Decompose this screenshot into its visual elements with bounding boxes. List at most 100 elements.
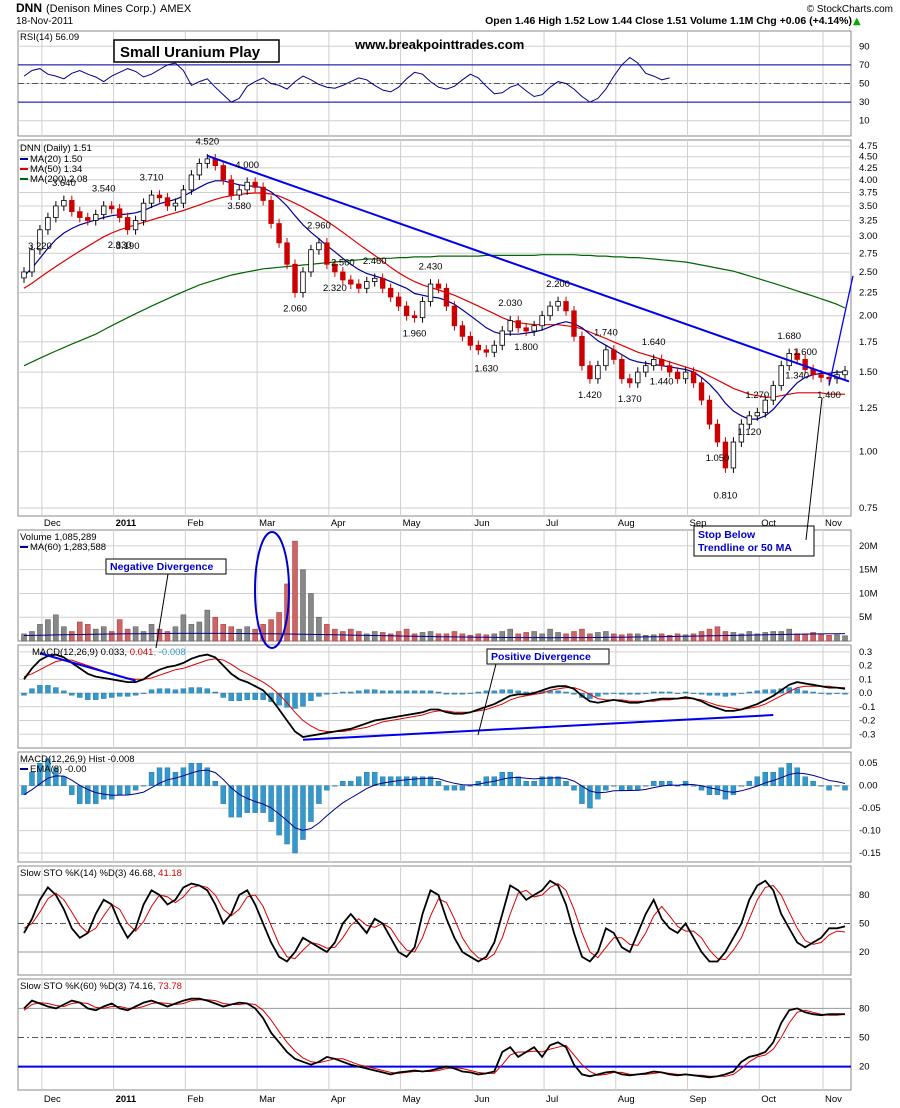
macd-hist-bar xyxy=(595,692,601,697)
macd-hist-bar xyxy=(332,692,338,694)
volume-bar xyxy=(746,631,753,642)
hist-bar xyxy=(77,785,83,804)
macd-hist-bar xyxy=(324,692,330,695)
candle-body xyxy=(387,287,394,298)
hist-bar xyxy=(635,785,641,791)
macd-hist-bar xyxy=(180,688,187,694)
candle-body xyxy=(148,194,155,204)
hist-bar xyxy=(443,785,450,791)
play-title-box xyxy=(113,39,280,63)
candle-body xyxy=(124,217,131,231)
price-label: 1.420 xyxy=(578,390,602,401)
candle-body xyxy=(563,301,569,312)
macd-hist-bar xyxy=(93,692,99,700)
volume-bar xyxy=(483,634,490,642)
sto60-label: Slow STO %K(60) %D(3) 74.16, 73.78 xyxy=(20,981,182,992)
macd-hist-bar xyxy=(29,688,35,694)
volume-bar xyxy=(403,628,410,642)
hist-bar xyxy=(411,776,418,786)
x-month-label-top: Apr xyxy=(331,518,346,529)
hist-bar xyxy=(196,763,203,786)
price-label: 3.190 xyxy=(116,241,140,252)
candle-body xyxy=(156,194,163,199)
sto14-label-k: Slow STO %K(14) %D(3) 46.68, xyxy=(20,868,158,879)
macd-hist-bar xyxy=(21,692,27,696)
macd-positive-divergence-line xyxy=(302,714,774,741)
candle-body xyxy=(140,202,147,221)
hist-bar xyxy=(754,776,761,786)
volume-bar xyxy=(29,631,35,642)
hist-bar xyxy=(252,785,258,813)
price-label: 1.440 xyxy=(650,377,674,388)
volume-tick-label: 20M xyxy=(859,541,878,552)
price-label: 1.400 xyxy=(817,390,841,401)
candle-body xyxy=(260,186,266,201)
candle-body xyxy=(419,301,426,319)
hist-bar xyxy=(563,780,569,786)
macd-tick-label: 0.3 xyxy=(859,647,872,658)
hist-bar xyxy=(523,780,529,786)
volume-bar xyxy=(316,616,322,642)
volume-bar xyxy=(706,628,713,642)
x-month-label-bottom: Nov xyxy=(825,1094,842,1105)
candle-body xyxy=(228,179,234,196)
candle-body xyxy=(116,208,123,218)
hist-tick-label: -0.05 xyxy=(859,803,881,814)
macd-hist-bar xyxy=(212,691,219,694)
macd-hist-bar xyxy=(714,692,721,696)
volume-bar xyxy=(204,609,211,642)
price-tick-label: 2.50 xyxy=(859,267,878,278)
volume-bar xyxy=(148,624,155,642)
candle-body xyxy=(547,305,553,317)
hist-bar xyxy=(682,780,689,786)
sto60-tick-label: 80 xyxy=(859,1003,870,1014)
volume-bar xyxy=(794,633,800,642)
volume-bar xyxy=(61,626,67,642)
candle-body xyxy=(523,327,529,332)
price-label: 1.370 xyxy=(618,394,642,405)
macd-hist-bar xyxy=(802,690,808,694)
play-title: Small Uranium Play xyxy=(120,44,261,61)
price-label: 1.800 xyxy=(514,342,538,353)
price-tick-label: 3.75 xyxy=(859,187,878,198)
rsi-tick-label: 70 xyxy=(859,60,870,71)
price-tick-label: 1.25 xyxy=(859,403,878,414)
hist-bar xyxy=(29,772,35,786)
candle-body xyxy=(770,385,776,401)
ma-legend-label: MA(50) 1.34 xyxy=(30,164,82,175)
candle-body xyxy=(29,249,35,273)
macd-tick-label: -0.2 xyxy=(859,716,875,727)
hist-tick-label: -0.15 xyxy=(859,848,881,859)
macd-hist-bar xyxy=(435,691,442,694)
hist-bar xyxy=(340,780,346,786)
macd-hist-bar xyxy=(292,692,298,709)
volume-bar xyxy=(340,631,346,642)
macd-hist-bar xyxy=(619,692,625,695)
candle-body xyxy=(603,349,609,367)
x-axis-top: Dec 2011 Feb Mar Apr May Jun Jul Aug Sep Oct Nov xyxy=(44,518,842,529)
macd-hist-bar xyxy=(196,687,203,694)
macd-hist-bar xyxy=(228,692,234,701)
up-arrow-icon: ▲ xyxy=(853,16,861,27)
hist-bar xyxy=(140,785,147,787)
volume-bar xyxy=(37,624,43,642)
x-month-label-top: Nov xyxy=(825,518,842,529)
hist-ema-label: EMA(8) -0.00 xyxy=(30,764,87,775)
price-tick-label: 4.75 xyxy=(859,141,878,152)
hist-bar xyxy=(435,780,442,786)
volume-bar xyxy=(786,628,792,642)
hist-tick-label: -0.10 xyxy=(859,826,881,837)
hist-bar xyxy=(579,785,585,804)
price-tick-label: 3.00 xyxy=(859,231,878,242)
macd-tick-label: 0.0 xyxy=(859,688,872,699)
macd-hist-bar xyxy=(555,690,561,694)
sto60-tick-label: 20 xyxy=(859,1062,870,1073)
candle-body xyxy=(483,349,490,353)
macd-frame xyxy=(17,644,852,749)
volume-bar xyxy=(810,632,816,642)
volume-bar xyxy=(92,628,99,642)
rsi-line xyxy=(23,56,670,103)
candle-body xyxy=(69,200,75,213)
negative-divergence-box xyxy=(105,558,227,575)
